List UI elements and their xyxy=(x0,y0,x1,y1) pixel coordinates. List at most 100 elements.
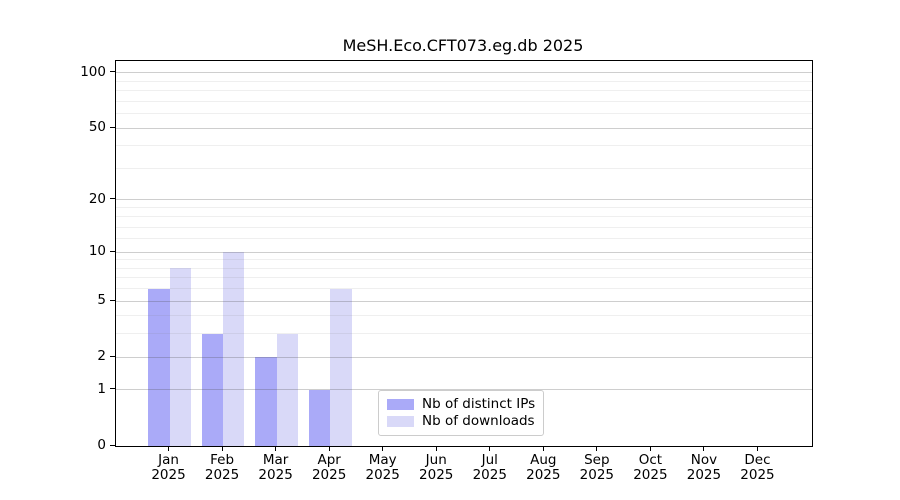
gridline-major-2 xyxy=(116,356,812,358)
y-tick-2 xyxy=(110,355,115,357)
gridline-major-50 xyxy=(116,127,812,129)
x-tick-label-aug: Aug 2025 xyxy=(511,453,575,483)
y-tick-0 xyxy=(110,444,115,446)
x-tick-label-apr: Apr 2025 xyxy=(297,453,361,483)
legend-label-downloads: Nb of downloads xyxy=(422,413,535,429)
y-tick-20 xyxy=(110,198,115,200)
x-tick-label-year: 2025 xyxy=(419,467,454,483)
x-tick-label-year: 2025 xyxy=(472,467,507,483)
bar-distinct-ips-jan xyxy=(148,288,170,446)
bar-downloads-mar xyxy=(276,333,299,446)
x-tick-jan xyxy=(168,447,170,451)
x-tick-label-feb: Feb 2025 xyxy=(190,453,254,483)
gridline-minor-3 xyxy=(116,333,812,335)
gridline-minor-7 xyxy=(116,277,812,279)
x-tick-feb xyxy=(221,447,223,451)
x-tick-label-year: 2025 xyxy=(151,467,186,483)
x-tick-label-month: Dec xyxy=(744,452,771,468)
x-tick-aug xyxy=(542,447,544,451)
x-tick-label-month: Aug xyxy=(530,452,557,468)
x-tick-label-month: Jul xyxy=(481,452,498,468)
legend-swatch-distinct-ips xyxy=(387,399,414,410)
x-tick-jul xyxy=(489,447,491,451)
x-tick-label-month: Apr xyxy=(317,452,341,468)
y-tick-label-5: 5 xyxy=(97,292,106,309)
x-tick-label-jun: Jun 2025 xyxy=(404,453,468,483)
gridline-minor-18 xyxy=(116,207,812,209)
y-tick-label-10: 10 xyxy=(88,243,106,260)
legend-item-distinct-ips: Nb of distinct IPs xyxy=(387,396,535,413)
gridline-major-5 xyxy=(116,300,812,302)
x-tick-label-year: 2025 xyxy=(258,467,293,483)
gridline-minor-70 xyxy=(116,100,812,102)
x-tick-label-year: 2025 xyxy=(526,467,561,483)
x-tick-label-sep: Sep 2025 xyxy=(565,453,629,483)
x-tick-label-oct: Oct 2025 xyxy=(618,453,682,483)
bar-downloads-feb xyxy=(223,252,245,446)
y-tick-label-100: 100 xyxy=(80,63,106,80)
gridline-minor-80 xyxy=(116,90,812,92)
x-tick-label-month: Mar xyxy=(262,452,289,468)
gridline-minor-90 xyxy=(116,80,812,82)
gridline-minor-4 xyxy=(116,315,812,317)
y-tick-label-1: 1 xyxy=(97,380,106,397)
x-tick-label-month: Feb xyxy=(210,452,235,468)
gridline-minor-12 xyxy=(116,238,812,240)
gridline-major-1 xyxy=(116,389,812,391)
plot-area: Nb of distinct IPs Nb of downloads xyxy=(115,60,813,447)
x-tick-label-year: 2025 xyxy=(686,467,722,483)
y-tick-label-2: 2 xyxy=(97,348,106,365)
gridline-minor-9 xyxy=(116,259,812,261)
x-tick-label-nov: Nov 2025 xyxy=(672,453,736,483)
x-tick-label-year: 2025 xyxy=(633,467,668,483)
gridline-minor-30 xyxy=(116,167,812,169)
gridline-minor-8 xyxy=(116,267,812,269)
x-tick-label-jul: Jul 2025 xyxy=(458,453,522,483)
x-tick-apr xyxy=(328,447,330,451)
y-tick-5 xyxy=(110,299,115,301)
y-tick-label-50: 50 xyxy=(88,119,106,136)
y-tick-label-20: 20 xyxy=(88,190,106,207)
bar-downloads-apr xyxy=(330,288,352,446)
x-tick-label-may: May 2025 xyxy=(351,453,415,483)
x-tick-label-month: Sep xyxy=(584,452,610,468)
x-tick-label-month: Jun xyxy=(425,452,447,468)
bar-distinct-ips-mar xyxy=(255,357,277,446)
gridline-minor-16 xyxy=(116,216,812,218)
x-tick-oct xyxy=(649,447,651,451)
x-tick-dec xyxy=(756,447,758,451)
x-tick-label-month: May xyxy=(368,452,397,468)
y-tick-label-0: 0 xyxy=(97,437,106,453)
legend: Nb of distinct IPs Nb of downloads xyxy=(378,390,544,436)
bar-downloads-jan xyxy=(169,268,191,446)
chart-title: MeSH.Eco.CFT073.eg.db 2025 xyxy=(342,36,584,55)
x-tick-label-mar: Mar 2025 xyxy=(244,453,308,483)
gridline-major-20 xyxy=(116,199,812,201)
gridline-major-100 xyxy=(116,72,812,74)
gridline-minor-60 xyxy=(116,113,812,115)
y-tick-50 xyxy=(110,126,115,128)
x-tick-mar xyxy=(275,447,277,451)
x-tick-may xyxy=(382,447,384,451)
legend-swatch-downloads xyxy=(387,416,414,427)
x-tick-nov xyxy=(703,447,705,451)
y-tick-100 xyxy=(110,71,115,73)
gridline-minor-6 xyxy=(116,288,812,290)
x-tick-label-year: 2025 xyxy=(311,467,347,483)
bar-distinct-ips-feb xyxy=(201,333,224,446)
x-tick-jun xyxy=(435,447,437,451)
legend-item-downloads: Nb of downloads xyxy=(387,413,535,430)
legend-label-distinct-ips: Nb of distinct IPs xyxy=(422,396,536,412)
x-tick-label-dec: Dec 2025 xyxy=(725,453,789,483)
x-tick-label-month: Oct xyxy=(638,452,663,468)
x-tick-label-year: 2025 xyxy=(740,467,775,483)
y-tick-10 xyxy=(110,250,115,252)
x-tick-label-jan: Jan 2025 xyxy=(137,453,201,483)
x-tick-sep xyxy=(596,447,598,451)
x-tick-label-year: 2025 xyxy=(204,467,240,483)
x-tick-label-month: Jan xyxy=(158,452,179,468)
x-tick-label-month: Nov xyxy=(690,452,718,468)
x-tick-label-year: 2025 xyxy=(579,467,615,483)
gridline-major-10 xyxy=(116,251,812,253)
